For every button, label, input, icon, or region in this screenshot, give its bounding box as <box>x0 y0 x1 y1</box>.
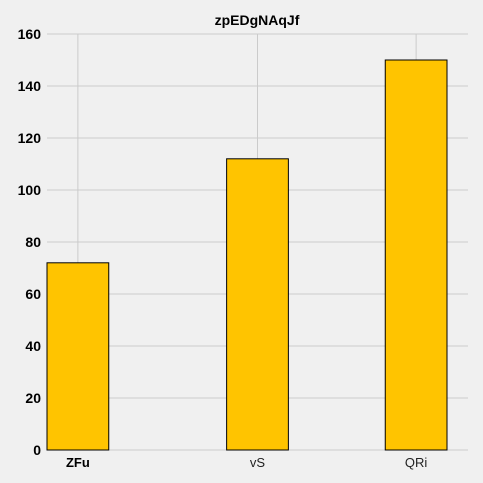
y-tick-label: 100 <box>18 182 42 198</box>
x-tick-label: ZFu <box>66 455 90 470</box>
y-tick-label: 40 <box>25 338 41 354</box>
bar-vS <box>226 158 289 451</box>
y-tick-label: 120 <box>18 130 42 146</box>
y-tick-label: 140 <box>18 78 42 94</box>
y-tick-label: 80 <box>25 234 41 250</box>
x-axis-ticks: ZFu vS QRi <box>66 455 427 470</box>
x-tick-label: QRi <box>405 455 428 470</box>
bars <box>46 59 448 451</box>
y-tick-label: 0 <box>33 442 41 458</box>
bar-QRi <box>384 59 448 451</box>
y-tick-label: 160 <box>18 26 42 42</box>
y-tick-label: 20 <box>25 390 41 406</box>
y-axis-ticks: 0 20 40 60 80 100 120 140 160 <box>18 26 42 458</box>
bar-ZFu <box>46 262 110 451</box>
y-tick-label: 60 <box>25 286 41 302</box>
chart-title: zpEDgNAqJf <box>215 12 300 28</box>
x-tick-label: vS <box>250 455 266 470</box>
